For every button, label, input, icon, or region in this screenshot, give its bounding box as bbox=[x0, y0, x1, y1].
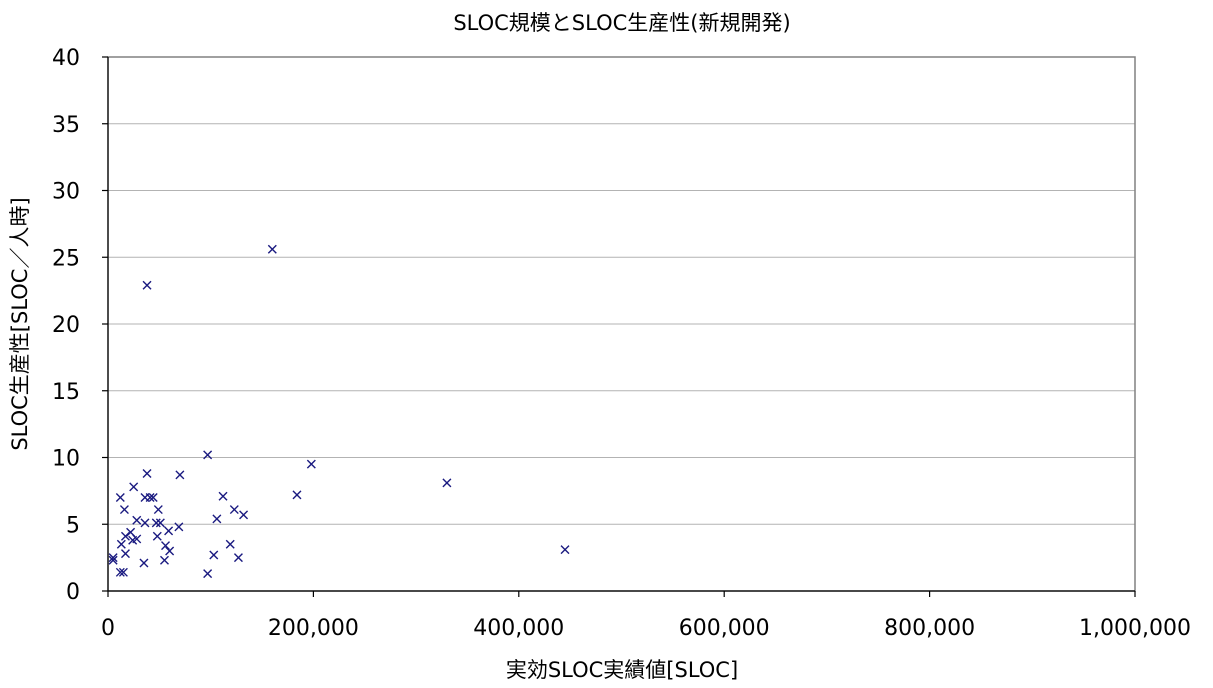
data-point bbox=[239, 510, 249, 520]
data-point bbox=[203, 450, 213, 460]
data-point bbox=[142, 469, 152, 479]
data-point bbox=[306, 459, 316, 469]
data-point bbox=[119, 505, 129, 515]
data-point bbox=[161, 541, 171, 551]
data-point bbox=[139, 558, 149, 568]
data-point bbox=[203, 569, 213, 579]
data-point bbox=[151, 518, 161, 528]
data-point bbox=[292, 490, 302, 500]
data-point bbox=[115, 567, 125, 577]
data-point bbox=[120, 531, 130, 541]
data-point bbox=[560, 545, 570, 555]
data-point bbox=[145, 493, 155, 503]
data-point bbox=[108, 555, 118, 565]
data-point bbox=[442, 478, 452, 488]
y-tick-labels: 0 5 10 15 20 25 30 35 40 bbox=[52, 46, 80, 605]
y-tick-label: 25 bbox=[52, 246, 80, 271]
y-axis-title: SLOC生産性[SLOC／人時] bbox=[8, 197, 32, 450]
data-point bbox=[225, 539, 235, 549]
x-tick-label: 1,000,000 bbox=[1079, 616, 1191, 641]
data-point bbox=[229, 505, 239, 515]
data-point bbox=[155, 518, 165, 528]
data-point bbox=[212, 514, 222, 524]
data-point bbox=[118, 567, 128, 577]
data-point bbox=[233, 553, 243, 563]
y-tick-label: 0 bbox=[66, 580, 80, 605]
data-point bbox=[209, 550, 219, 560]
chart-title: SLOC規模とSLOC生産性(新規開発) bbox=[453, 11, 790, 35]
data-point bbox=[175, 470, 185, 480]
data-point bbox=[108, 553, 118, 563]
data-point bbox=[218, 491, 228, 501]
data-point bbox=[120, 549, 130, 559]
data-point bbox=[159, 555, 169, 565]
y-tick-label: 15 bbox=[52, 380, 80, 405]
y-tick-label: 10 bbox=[52, 447, 80, 472]
y-tick-label: 35 bbox=[52, 113, 80, 138]
data-point bbox=[148, 493, 158, 503]
data-point bbox=[165, 546, 175, 556]
data-point bbox=[129, 482, 139, 492]
data-point bbox=[128, 535, 138, 545]
y-tick-label: 5 bbox=[66, 513, 80, 538]
x-tick-label: 200,000 bbox=[268, 616, 359, 641]
data-point bbox=[116, 539, 126, 549]
x-tick-label: 600,000 bbox=[679, 616, 770, 641]
data-point bbox=[132, 515, 142, 525]
y-tick-label: 40 bbox=[52, 46, 80, 71]
axes bbox=[102, 56, 1136, 597]
x-tick-label: 400,000 bbox=[473, 616, 564, 641]
data-point bbox=[267, 244, 277, 254]
data-point bbox=[152, 531, 162, 541]
gridlines bbox=[108, 56, 1135, 525]
data-point bbox=[153, 505, 163, 515]
x-axis-title: 実効SLOC実績値[SLOC] bbox=[506, 658, 738, 682]
y-tick-label: 20 bbox=[52, 313, 80, 338]
data-point bbox=[140, 518, 150, 528]
x-tick-label: 800,000 bbox=[884, 616, 975, 641]
data-point bbox=[115, 493, 125, 503]
data-point bbox=[142, 280, 152, 290]
data-point bbox=[174, 522, 184, 532]
x-tick-labels: 0 200,000 400,000 600,000 800,000 1,000,000 bbox=[101, 616, 1191, 641]
data-point bbox=[164, 526, 174, 536]
data-points bbox=[108, 244, 570, 579]
y-tick-label: 30 bbox=[52, 180, 80, 205]
x-tick-label: 0 bbox=[101, 616, 115, 641]
